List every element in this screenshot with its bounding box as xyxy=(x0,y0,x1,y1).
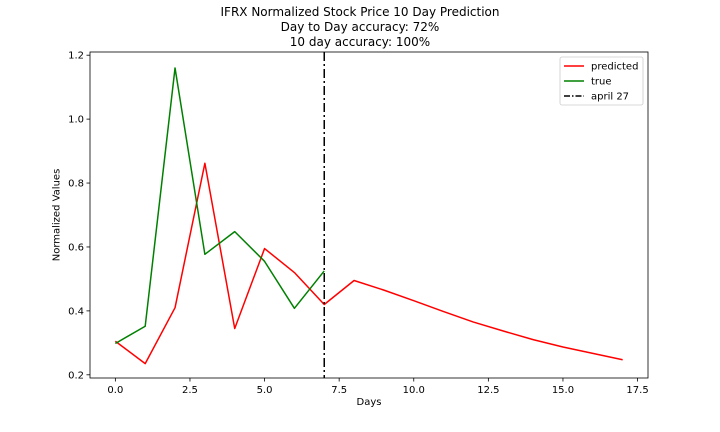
y-tick-label: 1.0 xyxy=(68,115,84,126)
x-tick-label: 10.0 xyxy=(403,385,425,396)
x-tick-label: 7.5 xyxy=(331,385,347,396)
y-tick-label: 0.6 xyxy=(68,242,84,253)
chart-subtitle-2: 10 day accuracy: 100% xyxy=(289,35,431,49)
legend-label-april-27: april 27 xyxy=(591,92,629,103)
series-line-predicted xyxy=(114,162,623,365)
x-tick-label: 17.5 xyxy=(626,385,648,396)
x-axis-label: Days xyxy=(356,397,382,408)
y-tick-label: 0.8 xyxy=(68,179,84,190)
x-tick-label: 15.0 xyxy=(552,385,574,396)
series-line-true xyxy=(114,67,325,345)
x-tick-label: 0.0 xyxy=(107,385,123,396)
x-tick-label: 5.0 xyxy=(257,385,273,396)
chart-subtitle-1: Day to Day accuracy: 72% xyxy=(280,20,440,34)
legend-label-predicted: predicted xyxy=(591,62,638,73)
legend-box xyxy=(559,56,644,106)
x-tick-label: 12.5 xyxy=(477,385,499,396)
y-tick-label: 0.2 xyxy=(68,370,84,381)
x-tick-label: 2.5 xyxy=(182,385,198,396)
legend-label-true: true xyxy=(591,77,612,88)
y-axis-label: Normalized Values xyxy=(51,168,63,262)
chart-title: IFRX Normalized Stock Price 10 Day Predi… xyxy=(220,5,500,19)
y-tick-label: 1.2 xyxy=(68,51,84,62)
y-tick-label: 0.4 xyxy=(68,306,84,317)
plot-frame xyxy=(89,51,649,379)
